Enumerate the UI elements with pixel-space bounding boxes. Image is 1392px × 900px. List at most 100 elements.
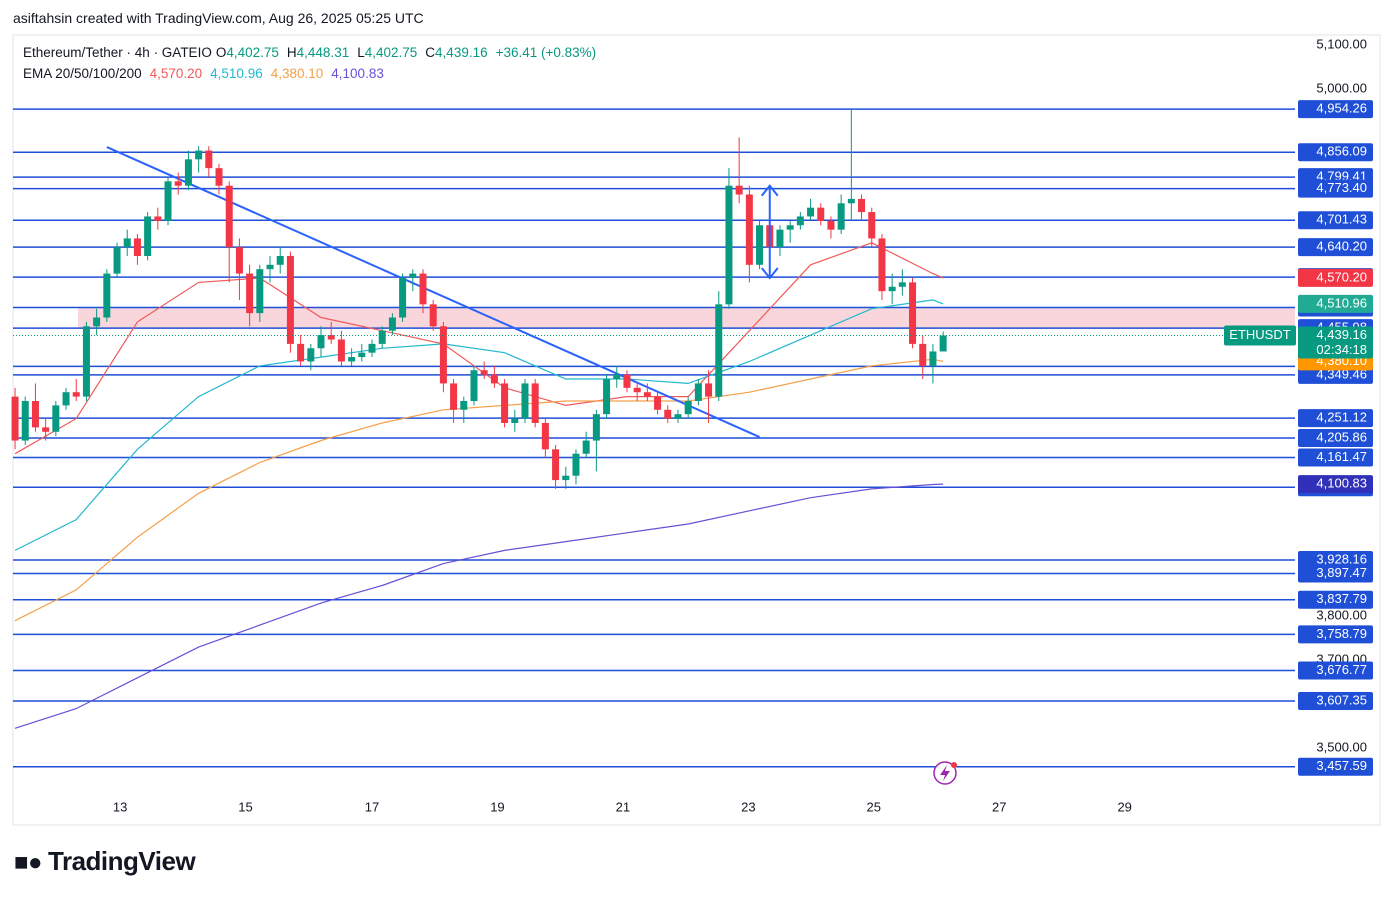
level-label-bg: [1298, 143, 1373, 162]
price-tag-bg: [1298, 326, 1373, 359]
level-label-bg: [1298, 409, 1373, 428]
candle-body: [215, 168, 223, 186]
candle-body: [82, 326, 90, 397]
y-tick-label: 5,100.00: [1316, 37, 1367, 52]
candle-body: [337, 339, 345, 362]
legend-change: +36.41 (+0.83%): [495, 45, 597, 60]
candle-body: [572, 453, 580, 476]
ema-line: [14, 358, 944, 622]
candle-body: [868, 212, 876, 239]
level-label-bg: [1298, 448, 1373, 467]
candle-body: [745, 194, 753, 265]
candle-body: [164, 181, 172, 221]
x-tick-label: 13: [113, 799, 127, 814]
candle-body: [807, 207, 815, 217]
candle-body: [654, 396, 662, 410]
ticker-tag-bg: [1224, 325, 1296, 346]
level-label-bg: [1298, 757, 1373, 776]
candle-body: [592, 414, 600, 441]
supply-zone: [78, 307, 1295, 329]
ema-tag-bg: [1298, 475, 1373, 494]
candle-body: [184, 159, 192, 186]
candle-body: [796, 216, 804, 226]
level-label-bg: [1298, 238, 1373, 257]
ema-tag-bg: [1298, 294, 1373, 313]
x-tick-label: 19: [490, 799, 504, 814]
candle-body: [195, 150, 203, 160]
candle-body: [541, 422, 549, 450]
candle-body: [919, 343, 927, 366]
level-label: 3,928.16: [1316, 551, 1367, 566]
level-label: 4,640.20: [1316, 239, 1367, 254]
x-tick-label: 27: [992, 799, 1006, 814]
ema-value: 4,380.10: [270, 66, 324, 81]
candle-body: [664, 409, 672, 419]
level-label: 3,607.35: [1316, 692, 1367, 707]
candle-body: [93, 317, 101, 327]
candle-body: [103, 273, 111, 318]
ohlc-value: 4,439.16: [435, 45, 488, 60]
level-label-bg: [1298, 625, 1373, 644]
candle-body: [837, 203, 845, 230]
ohlc-name: L: [357, 45, 365, 60]
y-tick-label: 5,000.00: [1316, 80, 1367, 95]
candle-body: [409, 273, 417, 278]
candle-body: [756, 225, 764, 265]
candle-body: [460, 401, 468, 410]
level-label-bg: [1298, 691, 1373, 710]
candle-body: [123, 238, 131, 248]
candle-body: [388, 317, 396, 331]
level-label: 4,773.40: [1316, 180, 1367, 195]
level-label-bg: [1298, 179, 1373, 198]
candle-body: [144, 216, 152, 257]
chart-frame: [12, 34, 1381, 826]
trendline: [106, 146, 760, 438]
level-label: 4,205.86: [1316, 429, 1367, 444]
candle-body: [878, 238, 886, 292]
level-label: 4,701.43: [1316, 212, 1367, 227]
brand-text: TradingView: [48, 846, 196, 876]
event-dot: [951, 762, 957, 768]
ema-tag: 4,570.20: [1316, 269, 1367, 284]
level-label: 4,161.47: [1316, 449, 1367, 464]
candle-body: [256, 269, 264, 314]
x-tick-label: 23: [741, 799, 755, 814]
candle-body: [21, 401, 29, 441]
ohlc-value: 4,402.75: [364, 45, 418, 60]
candle-body: [633, 387, 641, 393]
level-label: 4,856.09: [1316, 144, 1367, 159]
candle-body: [684, 401, 692, 415]
ema-tag-bg: [1298, 268, 1373, 287]
ohlc-item: O4,402.75: [216, 45, 283, 60]
legend-symbol: Ethereum/Tether · 4h · GATEIO O4,402.75 H4…: [23, 45, 600, 60]
price-tag: 4,439.16: [1316, 327, 1367, 342]
candle-body: [929, 351, 937, 366]
ohlc-name: O: [215, 45, 227, 60]
candle-body: [246, 273, 254, 314]
level-label-bg: [1298, 590, 1373, 609]
candle-body: [307, 348, 315, 362]
candle-body: [603, 379, 611, 415]
candle-body: [888, 286, 896, 292]
candle-body: [266, 264, 274, 270]
candle-body: [613, 374, 621, 380]
header: asiftahsin created with TradingView.com,…: [13, 10, 424, 26]
ohlc-name: H: [286, 45, 297, 60]
ohlc-value: 4,402.75: [226, 45, 279, 60]
ema-title: EMA 20/50/100/200: [23, 66, 142, 81]
candle-body: [286, 256, 294, 344]
candle-body: [113, 247, 121, 274]
candle-body: [898, 282, 906, 287]
ohlc-name: C: [425, 45, 436, 60]
brand: ■● TradingView: [14, 846, 196, 877]
candle-body: [623, 374, 631, 388]
countdown: 02:34:18: [1316, 342, 1367, 357]
candle-body: [378, 330, 386, 344]
candle-body: [11, 396, 19, 441]
candle-body: [735, 185, 743, 195]
candle-body: [776, 229, 784, 248]
level-label-bg: [1298, 211, 1373, 230]
candle-body: [154, 216, 162, 221]
candle-body: [827, 220, 835, 230]
candle-body: [552, 449, 560, 481]
